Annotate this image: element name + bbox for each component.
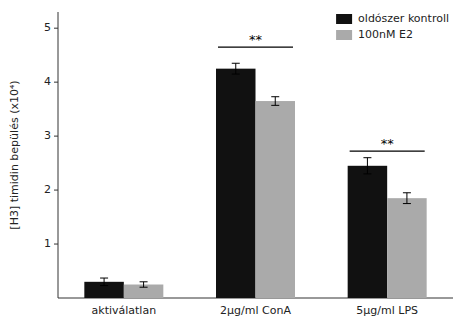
y-tick-label: 4 (44, 75, 51, 88)
y-axis: 1 2 3 4 5 (44, 12, 453, 298)
error-line (406, 193, 407, 204)
error-line (143, 282, 144, 287)
chart: 1 2 3 4 5 [H3] timidin bepülés (x10⁴) aktivála… (0, 0, 463, 328)
significance-label: ** (249, 32, 263, 47)
legend-label: oldószer kontroll (358, 12, 449, 25)
bar (216, 69, 256, 298)
error-bar (100, 278, 108, 286)
bar (348, 166, 388, 298)
error-line (235, 63, 236, 74)
y-tick (54, 136, 58, 137)
error-bar (403, 193, 411, 204)
error-line (104, 278, 105, 286)
legend: oldószer kontroll 100nM E2 (336, 12, 449, 41)
legend-swatch (336, 14, 352, 24)
x-tick-label: 2μg/ml ConA (220, 304, 291, 317)
y-tick-label: 2 (44, 183, 51, 196)
error-line (275, 97, 276, 106)
error-cap (363, 157, 371, 158)
error-cap (232, 63, 240, 64)
bar (256, 101, 296, 298)
error-cap (403, 192, 411, 193)
y-tick-label: 3 (44, 129, 51, 142)
error-bar (363, 158, 371, 174)
legend-item: 100nM E2 (336, 28, 413, 41)
error-line (367, 158, 368, 174)
error-cap (140, 281, 148, 282)
y-tick (54, 82, 58, 83)
y-tick (54, 244, 58, 245)
error-cap (140, 287, 148, 288)
bar (387, 198, 427, 298)
error-bar (232, 63, 240, 74)
error-cap (100, 278, 108, 279)
y-axis-line (58, 12, 59, 298)
error-bar (271, 97, 279, 106)
error-cap (403, 203, 411, 204)
y-tick (54, 28, 58, 29)
y-axis-label: [H3] timidin bepülés (x10⁴) (8, 80, 21, 229)
error-cap (100, 285, 108, 286)
y-tick-label: 1 (44, 237, 51, 250)
error-cap (363, 173, 371, 174)
x-tick-label: aktiválatlan (92, 304, 157, 317)
legend-swatch (336, 30, 352, 40)
error-cap (271, 105, 279, 106)
y-tick (54, 190, 58, 191)
legend-item: oldószer kontroll (336, 12, 449, 25)
error-cap (232, 74, 240, 75)
x-tick-label: 5μg/ml LPS (356, 304, 418, 317)
significance-label: ** (381, 136, 395, 151)
bars (84, 63, 426, 298)
error-bar (140, 282, 148, 287)
y-tick-label: 5 (44, 21, 51, 34)
error-cap (271, 96, 279, 97)
legend-label: 100nM E2 (358, 28, 413, 41)
